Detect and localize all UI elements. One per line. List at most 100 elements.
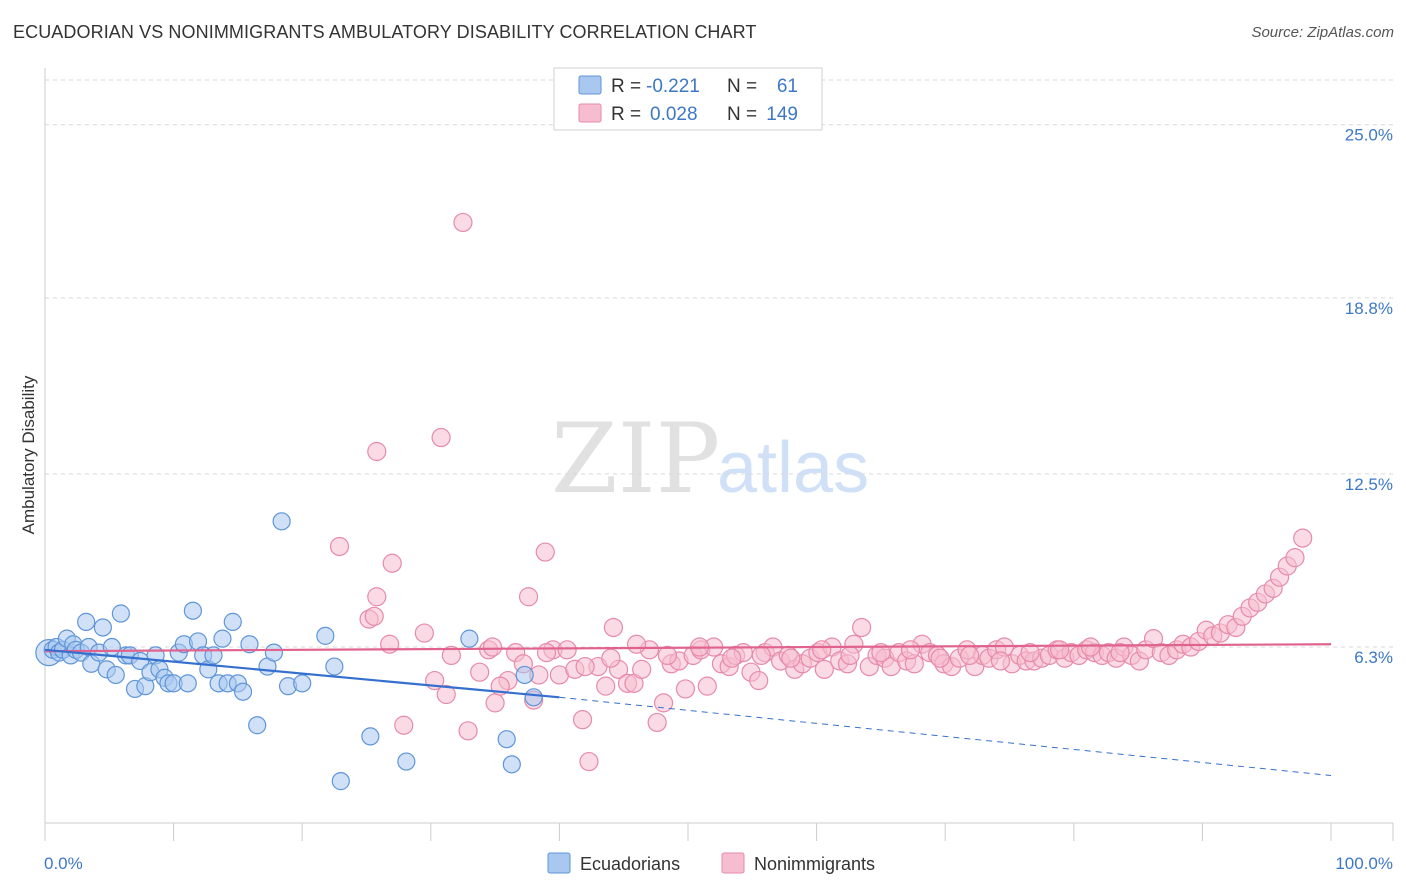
watermark-atlas: atlas [717, 428, 869, 508]
ecuadorian-point [515, 665, 534, 685]
nonimmigrant-point [575, 656, 595, 677]
nonimmigrant-point [653, 693, 674, 713]
nonimmigrant-point [900, 640, 921, 660]
ecuadorians-points [35, 512, 543, 791]
nonimmigrant-point [1293, 528, 1313, 548]
nonimmigrant-point [1080, 637, 1101, 657]
trend-lines [44, 643, 1332, 777]
x-tick-labels: 0.0% 100.0% [44, 854, 1393, 873]
nonimmigrant-point [453, 212, 473, 233]
ecuadorian-point [264, 643, 284, 662]
y-tick-label: 25.0% [1345, 126, 1393, 145]
nonimmigrant-point [749, 670, 769, 691]
nonimmigrant-point [557, 640, 577, 660]
ecuadorian-point [361, 727, 380, 746]
ecuadorian-point [397, 752, 416, 771]
nonimmigrant-point [458, 721, 478, 741]
nonimmigrant-point [485, 693, 505, 713]
y-tick-labels: 6.3% 12.5% 18.8% 25.0% [1345, 126, 1393, 667]
chart-title: ECUADORIAN VS NONIMMIGRANTS AMBULATORY D… [13, 22, 757, 42]
nonimmigrant-point [781, 648, 801, 668]
nonimmigrant-point [1110, 643, 1130, 663]
watermark-zip: ZIP [551, 403, 720, 515]
y-tick-label: 6.3% [1354, 648, 1393, 667]
nonimmigrant-point [697, 676, 717, 696]
nonimmigrant-point [380, 634, 400, 654]
nonimmigrant-point [572, 710, 593, 730]
watermark: ZIP atlas [551, 403, 869, 515]
nonimmigrant-point [441, 645, 461, 666]
nonimmigrant-point [470, 662, 490, 682]
nonimmigrant-point [930, 648, 950, 668]
ecuadorian-point [316, 626, 335, 645]
nonimmigrant-point [812, 640, 832, 660]
stats-swatch-ecuadorians [578, 75, 602, 95]
x-tick-label-min: 0.0% [44, 854, 83, 873]
y-axis-title: Ambulatory Disability [19, 375, 38, 534]
stats-box: R = -0.221 N = 61 R = 0.028 N = 149 [553, 67, 823, 131]
stats-r-value-ecuadorians: -0.221 [646, 76, 700, 97]
nonimmigrant-point [1050, 640, 1070, 660]
nonimmigrant-point [536, 643, 557, 663]
nonimmigrant-point [990, 651, 1011, 671]
nonimmigrant-point [1020, 643, 1040, 663]
stats-n-value-nonimmigrants: 149 [766, 104, 798, 125]
legend-swatch-ecuadorians [547, 852, 571, 874]
legend: Ecuadorians Nonimmigrants [547, 852, 875, 874]
nonimmigrant-point [431, 427, 451, 448]
axes [44, 68, 1394, 841]
ecuadorian-point [233, 682, 253, 701]
nonimmigrant-point [601, 648, 621, 668]
nonimmigrant-point [647, 712, 667, 733]
ecuadorian-point [111, 604, 130, 623]
ecuadorians-trend-extension [559, 696, 1332, 777]
ecuadorian-point [497, 730, 516, 749]
ecuadorian-point [183, 601, 202, 620]
nonimmigrant-point [596, 676, 616, 696]
ecuadorian-point [248, 716, 267, 735]
y-tick-label: 12.5% [1345, 475, 1393, 494]
stats-swatch-nonimmigrants [578, 103, 602, 123]
ecuadorian-point [331, 772, 350, 791]
ecuadorian-point [178, 674, 197, 693]
nonimmigrant-point [603, 617, 624, 638]
nonimmigrant-point [814, 659, 834, 679]
ecuadorian-point [93, 618, 112, 637]
nonimmigrant-point [840, 645, 860, 666]
stats-n-value-ecuadorians: 61 [777, 76, 798, 97]
nonimmigrant-point [675, 679, 696, 699]
nonimmigrant-point [579, 751, 599, 772]
nonimmigrant-point [1285, 548, 1305, 568]
nonimmigrant-point [364, 606, 384, 626]
legend-swatch-nonimmigrants [721, 852, 745, 874]
nonimmigrant-point [382, 553, 402, 573]
y-tick-label: 18.8% [1345, 299, 1393, 318]
ecuadorian-point [77, 612, 96, 631]
ecuadorian-point [106, 665, 125, 685]
nonimmigrants-trend-line [44, 643, 1332, 653]
nonimmigrant-point [535, 542, 555, 562]
nonimmigrants-points [329, 212, 1313, 772]
nonimmigrant-point [518, 587, 539, 607]
stats-r-label-ecuadorians: R = [611, 76, 641, 97]
x-tick-label-max: 100.0% [1335, 854, 1393, 873]
nonimmigrant-point [394, 715, 414, 735]
nonimmigrant-point [367, 441, 387, 462]
nonimmigrant-point [871, 643, 891, 663]
nonimmigrant-point [657, 645, 678, 666]
ecuadorian-point [325, 657, 344, 676]
nonimmigrant-point [329, 536, 350, 557]
ecuadorians-trend-line [44, 648, 560, 699]
nonimmigrant-point [632, 659, 652, 679]
nonimmigrant-point [960, 645, 980, 666]
ecuadorian-point [213, 629, 232, 648]
ecuadorian-point [272, 512, 291, 531]
gridlines [45, 79, 1393, 648]
nonimmigrant-point [751, 645, 771, 666]
ecuadorian-point [223, 612, 242, 631]
stats-r-label-nonimmigrants: R = [611, 104, 641, 125]
nonimmigrant-point [722, 648, 742, 668]
source-label: Source: ZipAtlas.com [1251, 24, 1394, 41]
ecuadorian-point [524, 688, 543, 707]
